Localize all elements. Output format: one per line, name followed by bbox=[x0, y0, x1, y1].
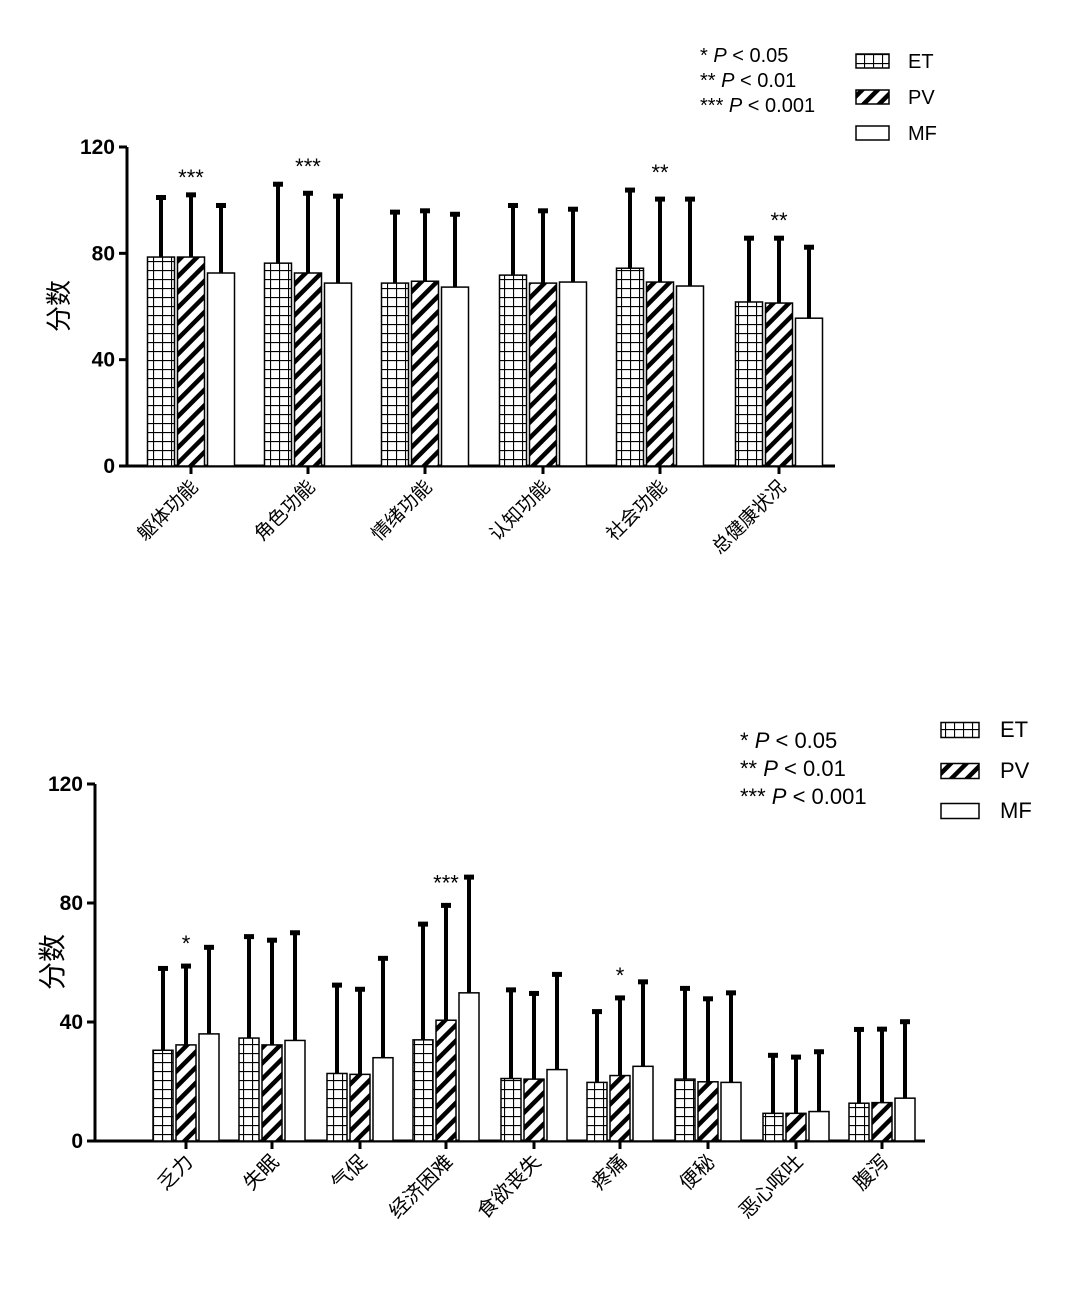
bar-mf bbox=[323, 282, 353, 467]
bar-pv bbox=[645, 281, 675, 467]
x-tick-label: 腹泻 bbox=[848, 1150, 893, 1195]
significance-marker: ** bbox=[770, 208, 788, 233]
bar-pv bbox=[261, 1044, 283, 1142]
bar-mf bbox=[794, 317, 824, 467]
bar-pv bbox=[697, 1081, 719, 1142]
bar-et bbox=[586, 1081, 608, 1142]
x-tick-label: 食欲丧失 bbox=[472, 1150, 546, 1224]
bar-mf bbox=[284, 1039, 306, 1142]
significance-marker: ** bbox=[651, 160, 669, 185]
bar-et bbox=[380, 282, 410, 467]
legend-label-et: ET bbox=[908, 51, 934, 73]
x-tick-label: 恶心呕吐 bbox=[734, 1150, 808, 1224]
bar-pv bbox=[609, 1074, 631, 1142]
bar-et bbox=[762, 1112, 784, 1142]
bar-mf bbox=[632, 1065, 654, 1142]
bar-pv bbox=[349, 1073, 371, 1142]
legend-swatch-pv bbox=[940, 762, 980, 780]
legend-label-pv: PV bbox=[1000, 758, 1030, 783]
legend-swatch-et bbox=[940, 721, 980, 739]
bar-et bbox=[674, 1078, 696, 1142]
bar-pv bbox=[523, 1078, 545, 1142]
bar-pv bbox=[176, 256, 206, 467]
bar-mf bbox=[558, 281, 588, 467]
bar-et bbox=[615, 267, 645, 467]
bar-mf bbox=[894, 1097, 916, 1142]
x-tick-label: 社会功能 bbox=[602, 476, 671, 545]
bar-et bbox=[498, 274, 528, 467]
x-tick-label: 总健康状况 bbox=[708, 476, 791, 559]
bar-mf bbox=[458, 992, 480, 1142]
bar-pv bbox=[175, 1044, 197, 1142]
legend-swatch-mf bbox=[855, 125, 890, 141]
significance-marker: * bbox=[182, 931, 191, 956]
bar-et bbox=[326, 1072, 348, 1142]
legend-swatch-et bbox=[855, 53, 890, 69]
bar-pv bbox=[410, 280, 440, 467]
y-axis-label: 分数 bbox=[36, 934, 69, 990]
legend-label-mf: MF bbox=[1000, 798, 1032, 823]
legend-label-et: ET bbox=[1000, 717, 1028, 742]
bar-et bbox=[152, 1049, 174, 1142]
y-tick-label: 80 bbox=[60, 892, 83, 915]
bar-et bbox=[238, 1037, 260, 1142]
bar-pv bbox=[785, 1112, 807, 1142]
x-tick-label: 气促 bbox=[326, 1150, 371, 1195]
bar-mf bbox=[808, 1110, 830, 1142]
bar-pv bbox=[435, 1019, 457, 1142]
x-tick-label: 认知功能 bbox=[485, 476, 554, 545]
significance-note: ** P < 0.01 bbox=[700, 70, 796, 92]
bar-mf bbox=[546, 1068, 568, 1142]
y-tick-label: 120 bbox=[80, 136, 115, 159]
significance-note: *** P < 0.001 bbox=[740, 784, 867, 809]
x-tick-label: 角色功能 bbox=[250, 476, 319, 545]
y-axis-label: 分数 bbox=[45, 280, 75, 332]
bar-et bbox=[412, 1039, 434, 1142]
legend-swatch-pv bbox=[855, 89, 890, 105]
bar-pv bbox=[528, 282, 558, 467]
bar-et bbox=[734, 301, 764, 467]
bar-mf bbox=[720, 1081, 742, 1142]
significance-marker: *** bbox=[433, 870, 459, 895]
bar-mf bbox=[198, 1033, 220, 1142]
x-tick-label: 经济困难 bbox=[384, 1150, 458, 1224]
legend-label-mf: MF bbox=[908, 123, 937, 145]
bar-et bbox=[848, 1102, 870, 1142]
legend-swatch-mf bbox=[940, 802, 980, 820]
x-tick-label: 疼痛 bbox=[586, 1150, 631, 1195]
x-tick-label: 失眠 bbox=[238, 1150, 283, 1195]
bar-mf bbox=[440, 286, 470, 467]
significance-note: ** P < 0.01 bbox=[740, 756, 846, 781]
y-tick-label: 0 bbox=[103, 455, 115, 478]
y-tick-label: 40 bbox=[92, 349, 115, 372]
significance-marker: * bbox=[616, 963, 625, 988]
bar-et bbox=[146, 256, 176, 467]
bar-et bbox=[500, 1077, 522, 1142]
bar-mf bbox=[675, 285, 705, 467]
y-tick-label: 80 bbox=[92, 242, 115, 265]
y-tick-label: 0 bbox=[71, 1130, 83, 1153]
x-tick-label: 便秘 bbox=[674, 1150, 719, 1195]
significance-note: *** P < 0.001 bbox=[700, 95, 815, 117]
significance-marker: *** bbox=[295, 154, 321, 179]
significance-note: * P < 0.05 bbox=[740, 728, 837, 753]
x-tick-label: 乏力 bbox=[152, 1150, 197, 1195]
x-tick-label: 情绪功能 bbox=[367, 476, 436, 545]
bar-mf bbox=[206, 272, 236, 467]
bar-pv bbox=[764, 302, 794, 467]
x-tick-label: 躯体功能 bbox=[133, 476, 202, 545]
bar-et bbox=[263, 262, 293, 467]
legend-label-pv: PV bbox=[908, 87, 935, 109]
y-tick-label: 40 bbox=[60, 1011, 83, 1034]
y-tick-label: 120 bbox=[48, 773, 83, 796]
bar-pv bbox=[871, 1101, 893, 1142]
significance-marker: *** bbox=[178, 165, 204, 190]
bar-pv bbox=[293, 272, 323, 467]
bar-mf bbox=[372, 1056, 394, 1142]
significance-note: * P < 0.05 bbox=[700, 45, 788, 67]
